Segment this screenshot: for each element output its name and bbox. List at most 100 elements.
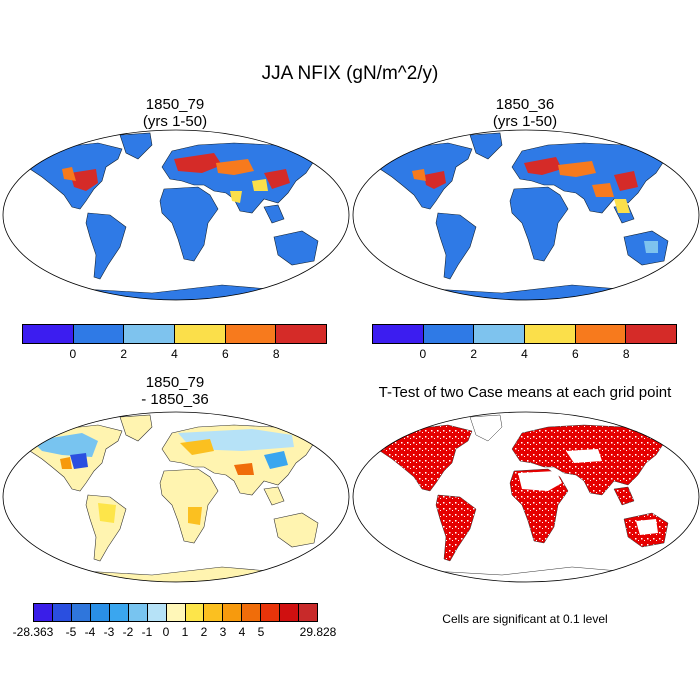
south-america — [435, 494, 477, 562]
colorbar-cell — [276, 325, 327, 343]
positive-diff-south-america — [98, 503, 116, 523]
colorbar-cell — [23, 325, 74, 343]
colorbar-tick-label: 0 — [162, 625, 170, 639]
colorbar-cell — [280, 604, 300, 621]
colorbar-panel1 — [22, 324, 327, 344]
colorbar-tick-label: -4 — [84, 625, 96, 639]
panel3-title: 1850_79 - 1850_36 — [75, 374, 275, 408]
colorbar-tick-label: 6 — [221, 347, 229, 361]
mid-nfix-eurasia — [558, 161, 596, 177]
colorbar-panel2 — [372, 324, 677, 344]
north-america — [373, 424, 473, 492]
colorbar-cell — [147, 604, 167, 621]
mid-nfix-india — [230, 191, 242, 203]
colorbar-tick-label: -5 — [65, 625, 77, 639]
southeast-asia — [613, 486, 635, 506]
high-nfix-east-asia — [614, 171, 638, 191]
colorbar-tick-label: 5 — [257, 625, 265, 639]
greenland — [469, 132, 503, 160]
colorbar-tick-label: 3 — [219, 625, 227, 639]
colorbar-cell — [73, 325, 125, 343]
non-significant-australia-interior — [636, 519, 658, 535]
colorbar-cell — [626, 325, 677, 343]
negative-diff-east-asia — [264, 451, 288, 469]
africa — [159, 186, 219, 262]
colorbar-cell — [223, 604, 243, 621]
figure-title: JJA NFIX (gN/m^2/y) — [261, 63, 439, 84]
colorbar-tick-label: 8 — [272, 347, 280, 361]
strong-negative-diff-eastern-us — [70, 453, 88, 469]
colorbar-cell — [52, 604, 72, 621]
africa — [159, 468, 219, 544]
panel2-title: 1850_36 (yrs 1-50) — [425, 96, 625, 130]
colorbar-tick-label: 4 — [238, 625, 246, 639]
colorbar-cell — [124, 325, 176, 343]
colorbar-cell — [299, 604, 318, 621]
panel2-title-line1: 1850_36 — [495, 96, 555, 113]
panel1-title: 1850_79 (yrs 1-50) — [75, 96, 275, 130]
colorbar-cell — [423, 325, 475, 343]
colorbar-difference — [33, 603, 318, 622]
colorbar-cell — [242, 604, 262, 621]
colorbar-cell — [175, 325, 226, 343]
colorbar-cell — [185, 604, 205, 621]
colorbar-tick-label: 2 — [470, 347, 477, 361]
colorbar-tick-label: 6 — [571, 347, 579, 361]
positive-diff-africa — [188, 507, 202, 525]
colorbar-cell — [575, 325, 627, 343]
non-significant-sahara — [518, 471, 562, 491]
positive-diff-europe — [180, 439, 214, 455]
continents — [23, 132, 323, 300]
colorbar-tick-label: 4 — [171, 347, 178, 361]
colorbar-tick-label: -28.363 — [12, 625, 54, 639]
map-panel-ttest — [352, 411, 700, 583]
colorbar-cell — [373, 325, 424, 343]
low-mid-nfix-southeast-asia — [614, 199, 630, 213]
colorbar-cell — [204, 604, 224, 621]
greenland — [469, 414, 503, 442]
positive-diff-south-asia — [234, 463, 254, 475]
panel3-title-line1: 1850_79 — [145, 374, 205, 391]
map-panel-1850-36 — [352, 129, 700, 301]
colorbar-tick-label: 0 — [419, 347, 427, 361]
high-nfix-east-asia — [264, 169, 290, 189]
panel4-title-line1: T-Test of two Case means at each grid po… — [378, 384, 672, 401]
panel3-title-line2: - 1850_36 — [141, 391, 209, 408]
southeast-asia — [263, 204, 285, 224]
colorbar-tick-label: 8 — [622, 347, 630, 361]
panel2-title-line2: (yrs 1-50) — [492, 113, 558, 130]
continents — [373, 132, 673, 300]
high-nfix-eastern-us — [70, 169, 98, 191]
south-america — [435, 212, 477, 280]
mid-nfix-eurasia — [216, 159, 254, 175]
mid-nfix-central-us — [412, 169, 426, 181]
colorbar-cell — [128, 604, 148, 621]
colorbar-tick-label: -1 — [141, 625, 153, 639]
colorbar-cell — [474, 325, 526, 343]
colorbar-cell — [109, 604, 129, 621]
colorbar-tick-label: 0 — [69, 347, 77, 361]
colorbar-cell — [34, 604, 53, 621]
colorbar-cell — [71, 604, 91, 621]
significance-note: Cells are significant at 0.1 level — [442, 612, 608, 626]
colorbar-cell — [525, 325, 576, 343]
mid-nfix-eastern-us — [62, 167, 76, 181]
colorbar-tick-label: -2 — [122, 625, 134, 639]
mid-nfix-south-asia — [592, 183, 614, 197]
non-significant-central-asia — [566, 449, 602, 463]
high-nfix-europe — [174, 153, 222, 173]
australia — [273, 230, 319, 266]
colorbar-tick-label: 2 — [120, 347, 127, 361]
high-nfix-eastern-us — [424, 171, 446, 189]
colorbar-cell — [225, 325, 277, 343]
panel1-title-line1: 1850_79 — [145, 96, 205, 113]
greenland — [119, 414, 153, 442]
greenland — [119, 132, 153, 160]
panel1-title-line2: (yrs 1-50) — [142, 113, 208, 130]
south-america — [85, 494, 127, 562]
panel4-title: T-Test of two Case means at each grid po… — [350, 384, 700, 401]
map-panel-difference — [2, 411, 350, 583]
southeast-asia — [263, 486, 285, 506]
south-america — [85, 212, 127, 280]
colorbar-cell — [90, 604, 110, 621]
